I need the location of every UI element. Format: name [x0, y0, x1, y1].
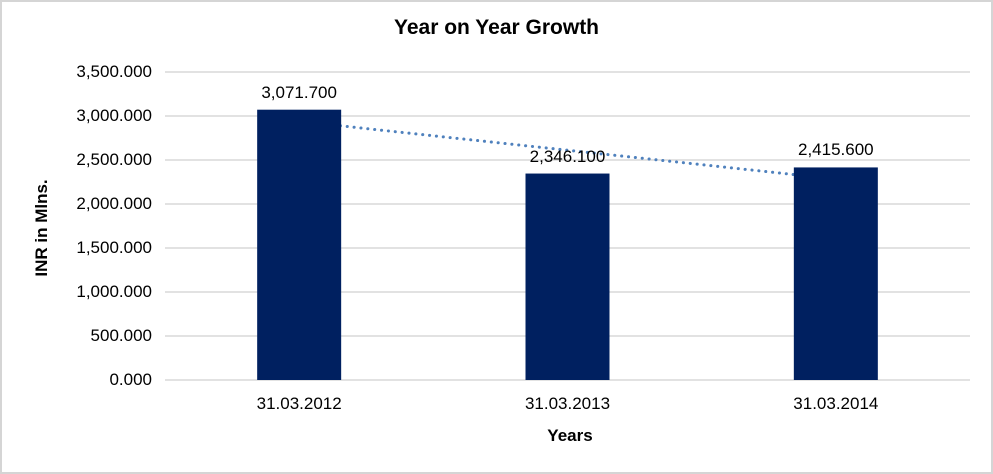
x-tick-label: 31.03.2014 — [793, 394, 879, 413]
y-tick-label: 1,500.000 — [76, 238, 152, 257]
y-tick-label: 500.000 — [90, 326, 152, 345]
y-tick-label: 2,500.000 — [76, 150, 152, 169]
y-tick-label: 2,000.000 — [76, 194, 152, 213]
bar-31.03.2013 — [525, 173, 610, 380]
y-tick-label: 0.000 — [109, 370, 152, 389]
data-label: 2,415.600 — [798, 140, 874, 160]
chart-title: Year on Year Growth — [393, 16, 600, 39]
data-label: 2,346.100 — [529, 146, 606, 166]
trendline — [297, 119, 838, 181]
y-tick-label: 3,500.000 — [76, 62, 152, 81]
data-label: 3,071.700 — [261, 82, 337, 102]
y-tick-label: 1,000.000 — [76, 282, 152, 301]
bar-31.03.2012 — [257, 109, 342, 380]
y-tick-label: 3,000.000 — [76, 106, 152, 125]
bar-31.03.2014 — [793, 167, 878, 380]
x-tick-label: 31.03.2013 — [524, 394, 611, 413]
x-tick-label: 31.03.2012 — [256, 394, 342, 413]
x-axis-title: Years — [547, 426, 593, 445]
